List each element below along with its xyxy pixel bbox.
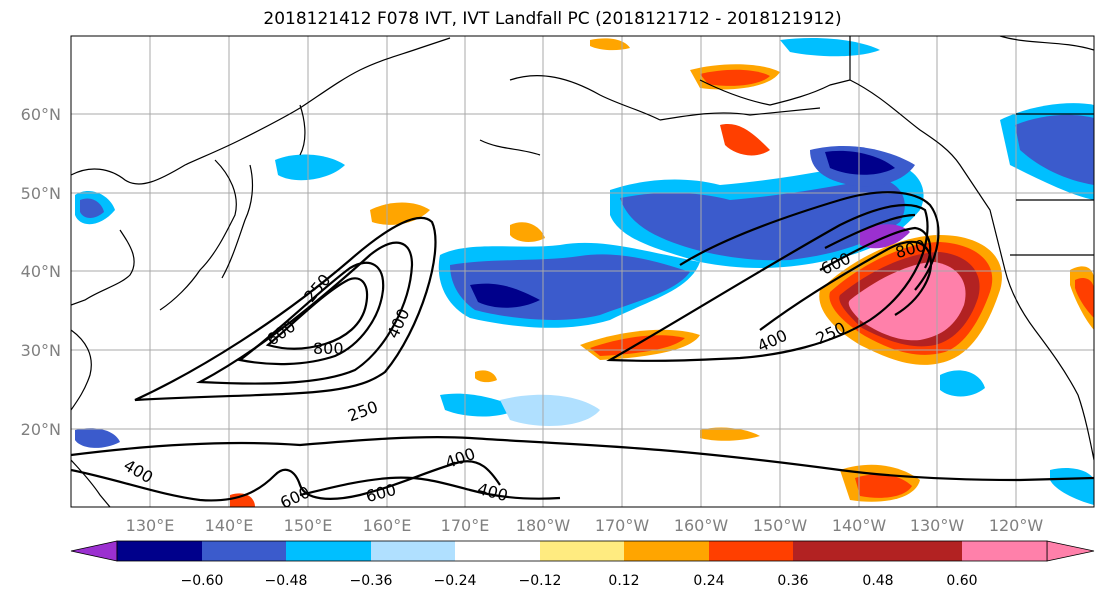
gridlines <box>71 36 1094 507</box>
lat-tick-label: 60°N <box>21 105 61 124</box>
colorbar-tick-label: 0.24 <box>693 573 724 589</box>
colorbar-segment <box>793 541 878 561</box>
contour-label: 250 <box>345 397 380 425</box>
colorbar-extend-high <box>1046 540 1095 562</box>
lon-tick-label: 130°W <box>910 516 965 535</box>
colorbar-tick-label: 0.48 <box>862 573 893 589</box>
lat-axis: 20°N 30°N 40°N 50°N 60°N <box>21 105 61 439</box>
ivt-pc-shading <box>75 38 1094 507</box>
map-plot-area: 250 600 800 400 250 400 600 600 400 400 … <box>71 36 1094 507</box>
colorbar-segment <box>624 541 709 561</box>
lat-tick-label: 50°N <box>21 184 61 203</box>
colorbar-frame <box>116 540 1048 562</box>
colorbar-segment <box>878 541 962 561</box>
lon-tick-label: 170°E <box>441 516 490 535</box>
colorbar-segment <box>540 541 624 561</box>
lon-tick-label: 140°E <box>205 516 254 535</box>
lon-tick-label: 180°W <box>516 516 571 535</box>
contour-label: 250 <box>300 270 334 306</box>
colorbar-segment <box>962 541 1047 561</box>
lat-tick-label: 40°N <box>21 262 61 281</box>
colorbar-tick-label: −0.24 <box>434 573 477 589</box>
lon-tick-label: 160°W <box>674 516 729 535</box>
colorbar-tick-label: −0.12 <box>519 573 562 589</box>
lon-tick-label: 170°W <box>595 516 650 535</box>
colorbar-segment <box>202 541 286 561</box>
ivt-contours <box>71 191 1094 502</box>
lat-tick-label: 20°N <box>21 420 61 439</box>
lon-tick-label: 120°W <box>989 516 1044 535</box>
colorbar-tick-label: 0.60 <box>946 573 977 589</box>
lon-tick-label: 130°E <box>126 516 175 535</box>
contour-label: 800 <box>313 339 344 358</box>
colorbar: −0.60 −0.48 −0.36 −0.24 −0.12 0.12 0.24 … <box>70 540 1095 589</box>
colorbar-segment <box>117 541 202 561</box>
lat-tick-label: 30°N <box>21 341 61 360</box>
lon-tick-label: 150°E <box>284 516 333 535</box>
contour-label: 600 <box>364 480 398 506</box>
colorbar-tick-label: 0.36 <box>777 573 808 589</box>
lon-tick-label: 160°E <box>363 516 412 535</box>
map-title: 2018121412 F078 IVT, IVT Landfall PC (20… <box>263 9 842 29</box>
lon-axis: 130°E 140°E 150°E 160°E 170°E 180°W 170°… <box>126 516 1044 535</box>
colorbar-tick-label: −0.36 <box>350 573 393 589</box>
colorbar-segment <box>709 541 793 561</box>
colorbar-tick-label: 0.12 <box>608 573 639 589</box>
contour-label: 400 <box>476 479 510 505</box>
colorbar-tick-label: −0.48 <box>265 573 308 589</box>
lon-tick-label: 150°W <box>753 516 808 535</box>
lon-tick-label: 140°W <box>832 516 887 535</box>
colorbar-segment <box>286 541 371 561</box>
plot-frame <box>70 35 1095 508</box>
colorbar-tick-label: −0.60 <box>181 573 224 589</box>
colorbar-extend-low <box>70 540 118 562</box>
colorbar-segment <box>455 541 540 561</box>
contour-label: 400 <box>443 444 478 472</box>
coastlines <box>71 36 1094 507</box>
colorbar-segment <box>371 541 455 561</box>
